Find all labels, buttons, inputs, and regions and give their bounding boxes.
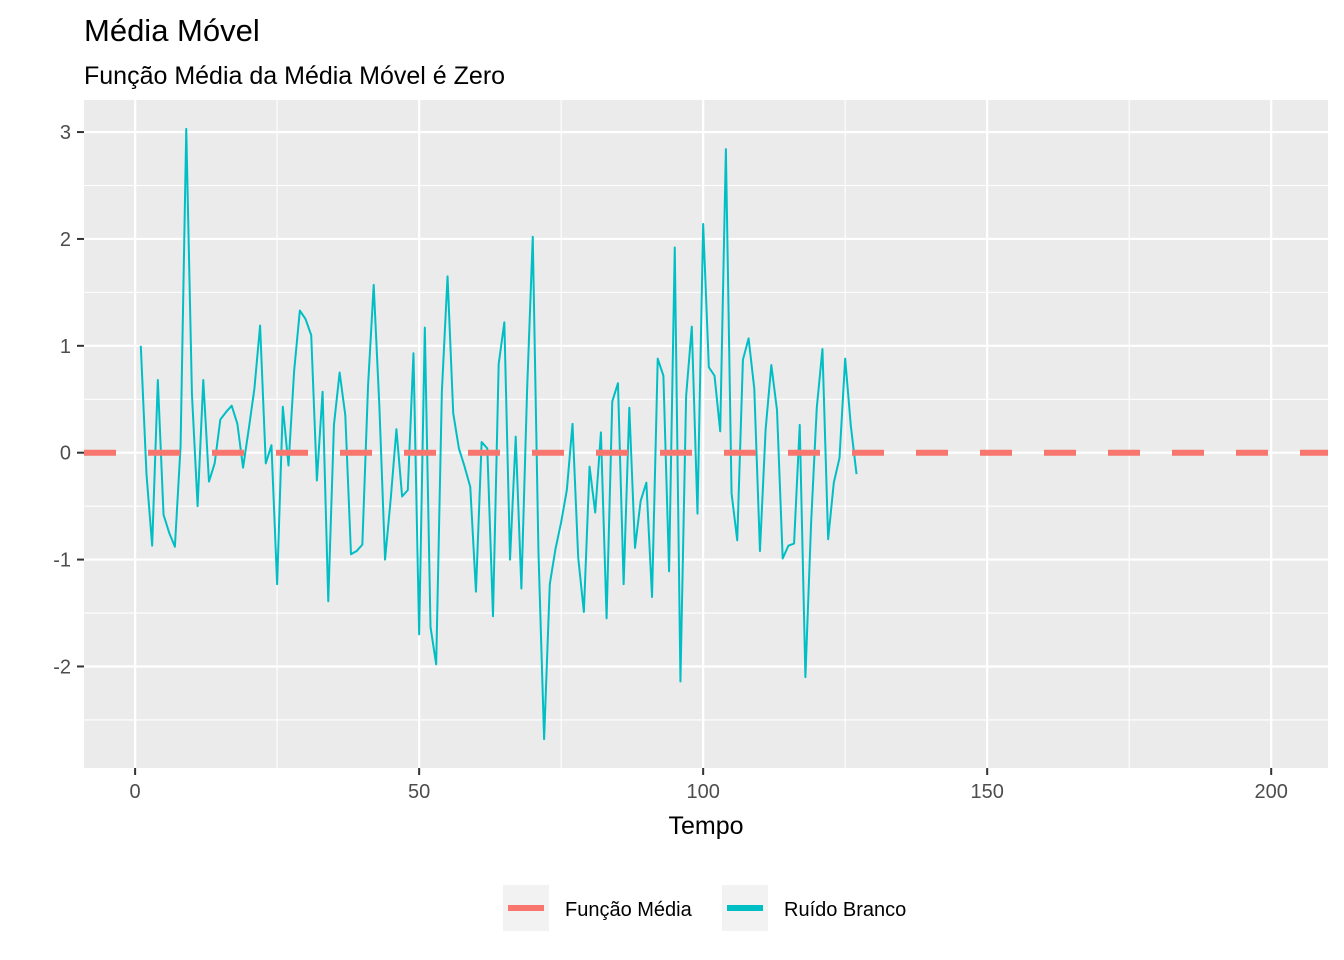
series-layer [84, 127, 1328, 741]
x-tick-label: 200 [1255, 781, 1288, 803]
x-tick-label: 100 [686, 781, 719, 803]
y-tick-label: 0 [60, 443, 71, 465]
y-tick-label: 1 [60, 336, 71, 358]
legend-label-ruido-branco: Ruído Branco [784, 899, 906, 921]
legend: Função Média Ruído Branco [503, 885, 906, 931]
y-tick-label: 2 [60, 229, 71, 251]
y-tick-label: -2 [53, 656, 71, 678]
series-line-ruido-branco [139, 127, 858, 741]
chart-title: Média Móvel [84, 13, 260, 48]
chart-subtitle: Função Média da Média Móvel é Zero [84, 62, 505, 90]
x-tick-label: 0 [130, 781, 141, 803]
x-axis: 0 50 100 150 200 [130, 768, 1288, 803]
x-tick-label: 50 [408, 781, 430, 803]
x-axis-title: Tempo [668, 812, 743, 840]
y-tick-label: 3 [60, 122, 71, 144]
x-tick-label: 150 [970, 781, 1003, 803]
plot-panel [84, 100, 1328, 768]
y-axis: 3 2 1 0 -1 -2 [53, 122, 84, 678]
y-tick-label: -1 [53, 550, 71, 572]
legend-label-funcao-media: Função Média [565, 899, 693, 921]
